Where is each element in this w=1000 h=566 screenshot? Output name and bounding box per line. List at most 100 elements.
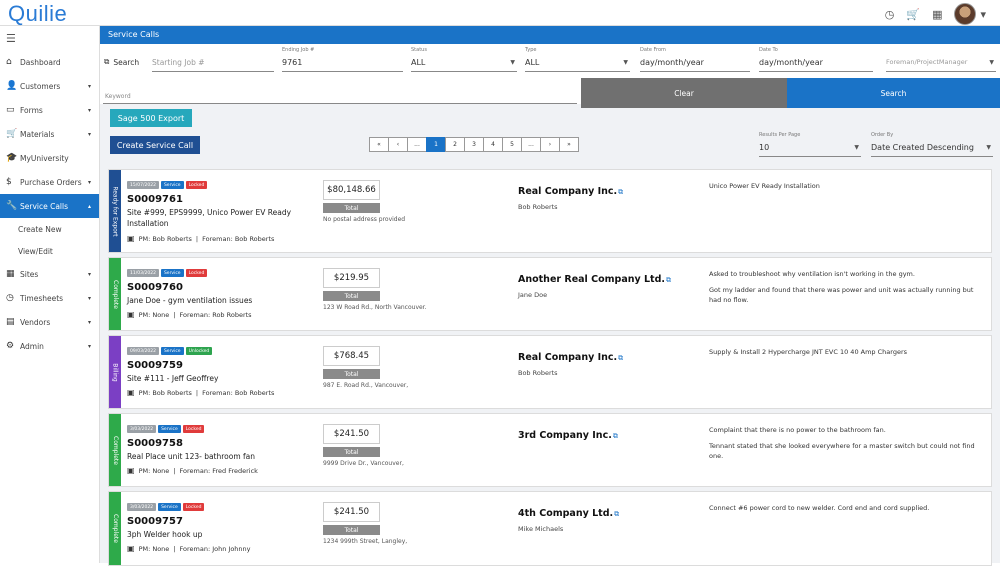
page-button[interactable]: « [369, 137, 389, 152]
external-link-icon[interactable]: ⧉ [666, 276, 671, 284]
external-link-icon[interactable]: ⧉ [618, 188, 624, 196]
badge-group: 15/07/2022 Service Locked [127, 181, 208, 189]
amount-value: $80,148.66 [323, 180, 380, 200]
chevron-down-icon: ▼ [986, 144, 991, 151]
date-to-field[interactable]: Date To day/month/year [759, 44, 873, 72]
sidebar-item-label: MyUniversity [20, 153, 69, 163]
lock-badge: Unlocked [185, 347, 213, 355]
sidebar-item-label: Materials [20, 129, 55, 139]
sidebar-item-vendors[interactable]: ▤ Vendors ▾ [0, 310, 99, 334]
sidebar-subitem-view-edit[interactable]: View/Edit [18, 246, 53, 256]
date-from-field[interactable]: Date From day/month/year [640, 44, 750, 72]
keyword-input[interactable]: Keyword [103, 86, 577, 104]
external-link-icon[interactable]: ⧉ [614, 510, 620, 518]
calendar-icon[interactable]: ▣ [127, 234, 135, 243]
amount-value: $219.95 [323, 268, 380, 288]
sidebar-item-sites[interactable]: ▦ Sites ▾ [0, 262, 99, 286]
menu-icon[interactable]: ☰ [6, 32, 16, 45]
page-button[interactable]: » [559, 137, 579, 152]
lock-badge: Locked [185, 269, 208, 277]
page-button[interactable]: ‹ [388, 137, 408, 152]
calendar-icon[interactable]: ▣ [127, 388, 135, 397]
company-name[interactable]: Real Company Inc.⧉ [518, 352, 623, 363]
company-name[interactable]: 4th Company Ltd.⧉ [518, 508, 619, 519]
company-name[interactable]: Real Company Inc.⧉ [518, 186, 623, 197]
calendar-icon[interactable]: ▣ [127, 310, 135, 319]
sidebar-item-materials[interactable]: 🛒 Materials ▾ [0, 122, 99, 146]
amount-value: $241.50 [323, 424, 380, 444]
service-call-card[interactable]: Complete 3/03/2022 Service Locked S0009757 3p… [108, 491, 992, 566]
search-icon: ⧉ [104, 57, 110, 66]
job-number[interactable]: S0009761 [127, 194, 183, 205]
page-button[interactable]: 4 [483, 137, 503, 152]
stage-stripe: Billing [109, 336, 121, 408]
separator: | [173, 544, 176, 553]
date-badge: 11/03/2022 [127, 269, 159, 277]
chevron-down-icon[interactable]: ▾ [980, 7, 986, 21]
type-select[interactable]: Type ALL ▼ [525, 44, 630, 72]
clear-button[interactable]: Clear [581, 78, 787, 108]
sidebar-item-myuniversity[interactable]: 🎓 MyUniversity [0, 146, 99, 170]
chevron-icon: ▾ [87, 130, 91, 138]
building-icon[interactable]: ▦ [932, 7, 943, 21]
service-call-card[interactable]: Billing 09/03/2022 Service Unlocked S0009759… [108, 335, 992, 409]
page-button[interactable]: ... [521, 137, 541, 152]
starting-job-field[interactable]: Starting Job # [152, 44, 274, 72]
results-per-page-select[interactable]: Results Per Page 10 ▼ [759, 129, 861, 157]
separator: | [173, 310, 176, 319]
foreman-select[interactable]: Foreman/ProjectManager ▼ [886, 44, 996, 72]
sidebar-item-timesheets[interactable]: ◷ Timesheets ▾ [0, 286, 99, 310]
company-name[interactable]: Another Real Company Ltd.⧉ [518, 274, 671, 285]
contact-name: Bob Roberts [518, 369, 558, 377]
chevron-down-icon: ▼ [510, 59, 515, 66]
company-label: 3rd Company Inc. [518, 430, 612, 441]
page-button[interactable]: ... [407, 137, 427, 152]
sidebar-item-service-calls[interactable]: 🔧 Service Calls ▴ [0, 194, 99, 218]
create-service-call-button[interactable]: Create Service Call [110, 136, 200, 154]
app-logo[interactable]: Quilie [8, 1, 68, 26]
ending-job-field[interactable]: Ending Job # 9761 [282, 44, 403, 72]
sidebar-item-icon: 🎓 [6, 153, 18, 163]
status-select[interactable]: Status ALL ▼ [411, 44, 517, 72]
external-link-icon[interactable]: ⧉ [612, 432, 618, 440]
job-number[interactable]: S0009760 [127, 282, 183, 293]
sidebar-item-purchase-orders[interactable]: $ Purchase Orders ▾ [0, 170, 99, 194]
page-button[interactable]: 5 [502, 137, 522, 152]
service-call-card[interactable]: Complete 3/03/2022 Service Locked S0009758 Re… [108, 413, 992, 487]
company-label: Real Company Inc. [518, 186, 618, 197]
search-button[interactable]: Search [787, 78, 1000, 108]
service-call-card[interactable]: Complete 11/03/2022 Service Locked S0009760 J… [108, 257, 992, 331]
pm-foreman-line: ▣ PM: None | Foreman: Rob Roberts [127, 310, 252, 319]
clock-icon[interactable]: ◷ [884, 7, 895, 21]
order-by-select[interactable]: Order By Date Created Descending ▼ [871, 129, 993, 157]
page-button[interactable]: 3 [464, 137, 484, 152]
date-badge: 09/03/2022 [127, 347, 159, 355]
page-button[interactable]: 2 [445, 137, 465, 152]
page-button[interactable]: › [540, 137, 560, 152]
sidebar-item-admin[interactable]: ⚙ Admin ▾ [0, 334, 99, 358]
sidebar-item-customers[interactable]: 👤 Customers ▾ [0, 74, 99, 98]
job-number[interactable]: S0009759 [127, 360, 183, 371]
sage-export-button[interactable]: Sage 500 Export [110, 109, 192, 127]
calendar-icon[interactable]: ▣ [127, 544, 135, 553]
sidebar-item-icon: ▭ [6, 105, 15, 115]
cart-icon[interactable]: 🛒 [906, 7, 921, 21]
job-number[interactable]: S0009758 [127, 438, 183, 449]
foreman-name: Foreman: Fred Frederick [179, 466, 258, 475]
avatar[interactable] [954, 3, 977, 25]
service-call-card[interactable]: Ready for Export 15/07/2022 Service Locked S… [108, 169, 992, 253]
chevron-icon: ▾ [87, 178, 91, 186]
external-link-icon[interactable]: ⧉ [618, 354, 624, 362]
job-number[interactable]: S0009757 [127, 516, 183, 527]
calendar-icon[interactable]: ▣ [127, 466, 135, 475]
stage-stripe: Complete [109, 492, 121, 565]
company-name[interactable]: 3rd Company Inc.⧉ [518, 430, 618, 441]
contact-name: Jane Doe [518, 291, 548, 299]
page-button[interactable]: 1 [426, 137, 446, 152]
sidebar-item-forms[interactable]: ▭ Forms ▾ [0, 98, 99, 122]
sidebar-subitem-create-new[interactable]: Create New [18, 224, 62, 234]
sidebar-item-dashboard[interactable]: ⌂ Dashboard [0, 50, 99, 74]
pm-name: PM: None [138, 544, 170, 553]
top-bar: Quilie ◷ 🛒 ▦ ▾ [0, 0, 1000, 26]
stage-label: Complete [111, 435, 119, 465]
